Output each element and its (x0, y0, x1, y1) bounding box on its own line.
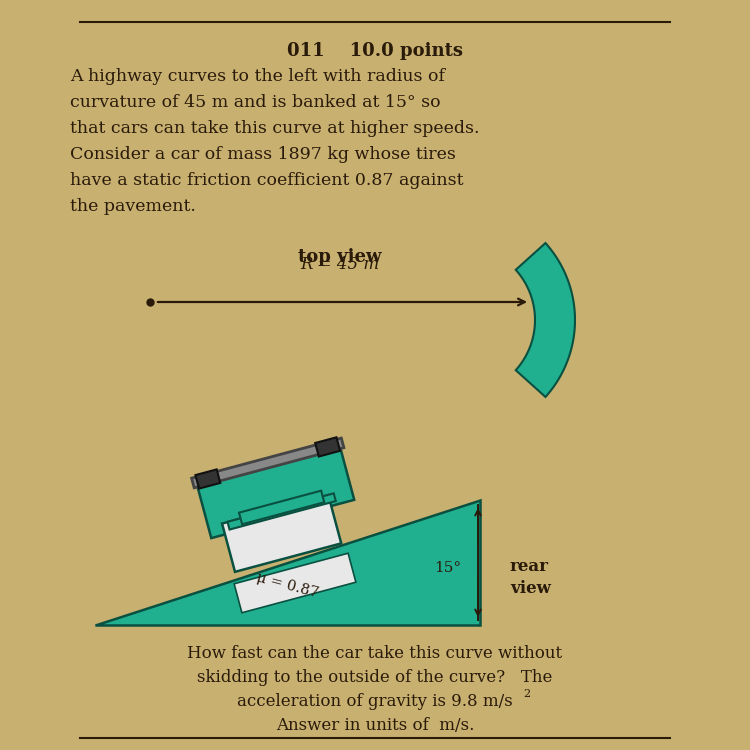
Text: acceleration of gravity is 9.8 m/s: acceleration of gravity is 9.8 m/s (237, 693, 513, 710)
Text: R = 45 m: R = 45 m (301, 256, 380, 273)
Text: 15°: 15° (434, 560, 461, 574)
Polygon shape (196, 442, 354, 538)
Text: the pavement.: the pavement. (70, 198, 196, 215)
Polygon shape (222, 495, 341, 572)
Polygon shape (191, 438, 344, 488)
Polygon shape (315, 437, 340, 457)
Polygon shape (516, 243, 575, 397)
Text: rear: rear (510, 558, 549, 575)
Text: Answer in units of  m/s.: Answer in units of m/s. (276, 717, 474, 734)
Polygon shape (227, 494, 336, 530)
Text: 2: 2 (523, 689, 530, 699)
Text: How fast can the car take this curve without: How fast can the car take this curve wit… (188, 645, 562, 662)
Text: A highway curves to the left with radius of: A highway curves to the left with radius… (70, 68, 445, 85)
Polygon shape (239, 490, 324, 524)
Text: Consider a car of mass 1897 kg whose tires: Consider a car of mass 1897 kg whose tir… (70, 146, 456, 163)
Text: have a static friction coefficient 0.87 against: have a static friction coefficient 0.87 … (70, 172, 464, 189)
Polygon shape (234, 554, 356, 613)
Text: μ = 0.87: μ = 0.87 (254, 570, 320, 600)
Polygon shape (95, 500, 480, 625)
Text: that cars can take this curve at higher speeds.: that cars can take this curve at higher … (70, 120, 479, 137)
Text: skidding to the outside of the curve?   The: skidding to the outside of the curve? Th… (197, 669, 553, 686)
Text: view: view (510, 580, 550, 597)
Text: top view: top view (298, 248, 382, 266)
Text: curvature of 45 m and is banked at 15° so: curvature of 45 m and is banked at 15° s… (70, 94, 441, 111)
Polygon shape (196, 470, 220, 488)
Text: 011    10.0 points: 011 10.0 points (287, 42, 463, 60)
